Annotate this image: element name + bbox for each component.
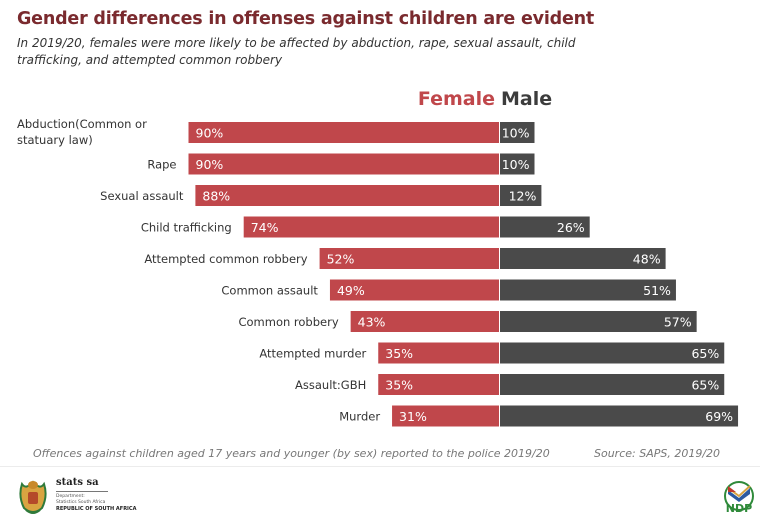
category-label: Child trafficking [141, 221, 232, 235]
coat-of-arms-icon [19, 480, 47, 514]
male-bar [500, 122, 535, 143]
source-note: Source: SAPS, 2019/20 [594, 447, 721, 460]
male-value-label: 57% [664, 315, 692, 330]
category-label: Abduction(Common or [17, 117, 147, 131]
female-bar [188, 122, 499, 143]
male-value-label: 10% [502, 126, 530, 141]
logo-line3: REPUBLIC OF SOUTH AFRICA [56, 506, 137, 512]
male-value-label: 65% [691, 378, 719, 393]
female-bar [378, 342, 499, 364]
female-bar [378, 374, 499, 395]
female-value-label: 31% [399, 409, 427, 424]
female-value-label: 90% [196, 126, 224, 141]
female-value-label: 88% [202, 189, 230, 204]
stats-sa-name: stats sa [56, 477, 99, 488]
male-value-label: 51% [643, 283, 671, 298]
female-value-label: 74% [251, 220, 279, 235]
category-label: Assault:GBH [295, 378, 366, 392]
male-bar [500, 153, 535, 175]
female-value-label: 49% [337, 283, 365, 298]
male-bar [500, 405, 739, 427]
category-label: Sexual assault [100, 189, 184, 203]
category-label: Attempted murder [259, 347, 366, 361]
female-value-label: 52% [327, 252, 355, 267]
male-bar [500, 216, 590, 238]
category-label: Common robbery [238, 315, 338, 329]
female-bar [243, 216, 499, 238]
male-bar [500, 185, 542, 206]
female-value-label: 35% [385, 378, 413, 393]
category-label: Common assault [221, 284, 318, 298]
category-label: Attempted common robbery [144, 252, 307, 266]
ndp-text: NDP [726, 502, 752, 515]
female-bar [329, 279, 499, 301]
male-value-label: 48% [633, 252, 661, 267]
footer-divider [0, 466, 760, 467]
female-bar [195, 185, 499, 206]
category-label: Rape [147, 158, 176, 172]
female-value-label: 43% [358, 315, 386, 330]
male-bar [500, 311, 697, 332]
logo-line1: Department: [56, 494, 85, 499]
female-bar [392, 405, 499, 427]
male-bar [500, 279, 676, 301]
male-bar [500, 248, 666, 269]
legend-male: Male [501, 88, 553, 110]
female-bar [350, 311, 499, 332]
stats-sa-logo: stats sa Department: Statistics South Af… [16, 474, 166, 518]
footnote: Offences against children aged 17 years … [33, 447, 550, 460]
legend-female: Female [417, 88, 495, 110]
male-value-label: 12% [509, 189, 537, 204]
male-value-label: 69% [705, 409, 733, 424]
female-value-label: 90% [196, 157, 224, 172]
male-bar [500, 342, 725, 364]
female-value-label: 35% [385, 346, 413, 361]
female-bar [188, 153, 499, 175]
category-label: statuary law) [17, 133, 93, 147]
chart-subtitle: In 2019/20, females were more likely to … [17, 36, 576, 67]
ndp-logo-icon: NDP [724, 481, 754, 515]
male-value-label: 10% [502, 157, 530, 172]
male-value-label: 26% [557, 220, 585, 235]
male-bar [500, 374, 725, 395]
male-value-label: 65% [691, 346, 719, 361]
logo-rule [56, 491, 108, 492]
chart-title: Gender differences in offenses against c… [17, 9, 595, 29]
logo-line2: Statistics South Africa [56, 500, 106, 505]
female-bar [319, 248, 499, 269]
category-label: Murder [339, 410, 380, 424]
